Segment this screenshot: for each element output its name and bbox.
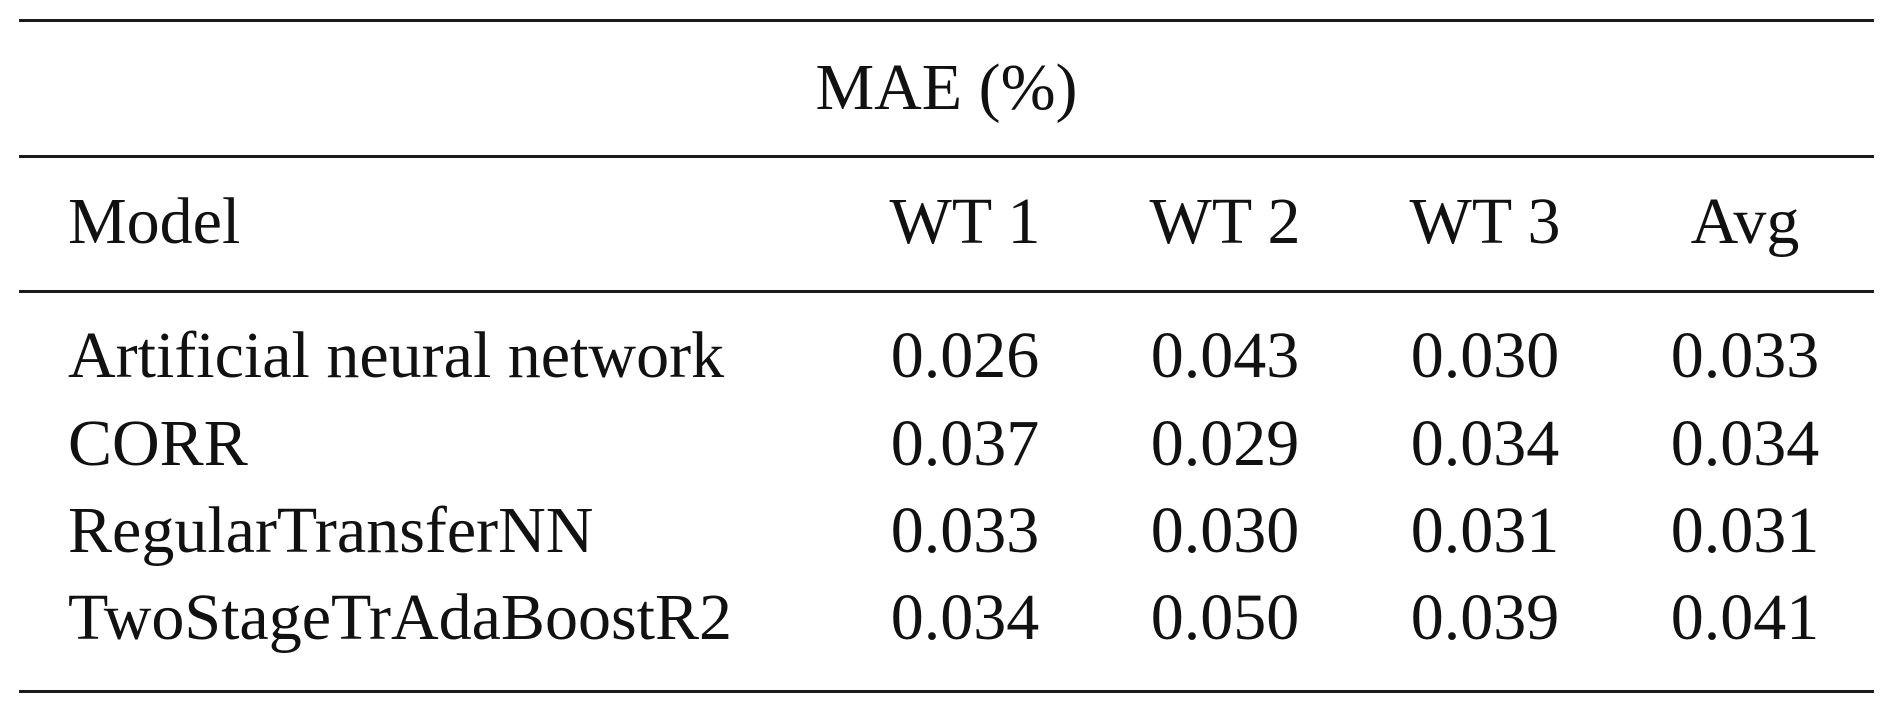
header-rule [19, 290, 1874, 293]
column-header-model: Model [68, 185, 241, 258]
table-caption: MAE (%) [815, 51, 1078, 124]
wt1-cell: 0.037 [890, 407, 1040, 480]
wt1-cell: 0.026 [890, 319, 1040, 392]
wt3-cell: 0.030 [1410, 319, 1560, 392]
column-header-wt2: WT 2 [1149, 185, 1301, 258]
wt3-cell: 0.031 [1410, 494, 1560, 567]
caption-rule [19, 155, 1874, 158]
header-row: Model WT 1 WT 2 WT 3 Avg [0, 182, 1892, 262]
model-cell: TwoStageTrAdaBoostR2 [68, 581, 732, 654]
wt1-cell: 0.033 [890, 494, 1040, 567]
avg-cell: 0.031 [1670, 494, 1820, 567]
avg-cell: 0.041 [1670, 581, 1820, 654]
model-cell: CORR [68, 407, 248, 480]
avg-cell: 0.033 [1670, 319, 1820, 392]
table-row: CORR 0.037 0.029 0.034 0.034 [0, 404, 1892, 484]
model-cell: Artificial neural network [68, 319, 725, 392]
column-header-wt1: WT 1 [889, 185, 1041, 258]
column-header-avg: Avg [1690, 185, 1800, 258]
wt3-cell: 0.039 [1410, 581, 1560, 654]
top-rule [19, 19, 1874, 22]
model-cell: RegularTransferNN [68, 494, 594, 567]
wt2-cell: 0.029 [1150, 407, 1300, 480]
table-row: TwoStageTrAdaBoostR2 0.034 0.050 0.039 0… [0, 578, 1892, 658]
table-row: Artificial neural network 0.026 0.043 0.… [0, 316, 1892, 396]
wt2-cell: 0.030 [1150, 494, 1300, 567]
wt2-cell: 0.050 [1150, 581, 1300, 654]
bottom-rule [19, 690, 1874, 693]
wt3-cell: 0.034 [1410, 407, 1560, 480]
column-header-wt3: WT 3 [1409, 185, 1561, 258]
wt1-cell: 0.034 [890, 581, 1040, 654]
wt2-cell: 0.043 [1150, 319, 1300, 392]
avg-cell: 0.034 [1670, 407, 1820, 480]
table-row: RegularTransferNN 0.033 0.030 0.031 0.03… [0, 491, 1892, 571]
